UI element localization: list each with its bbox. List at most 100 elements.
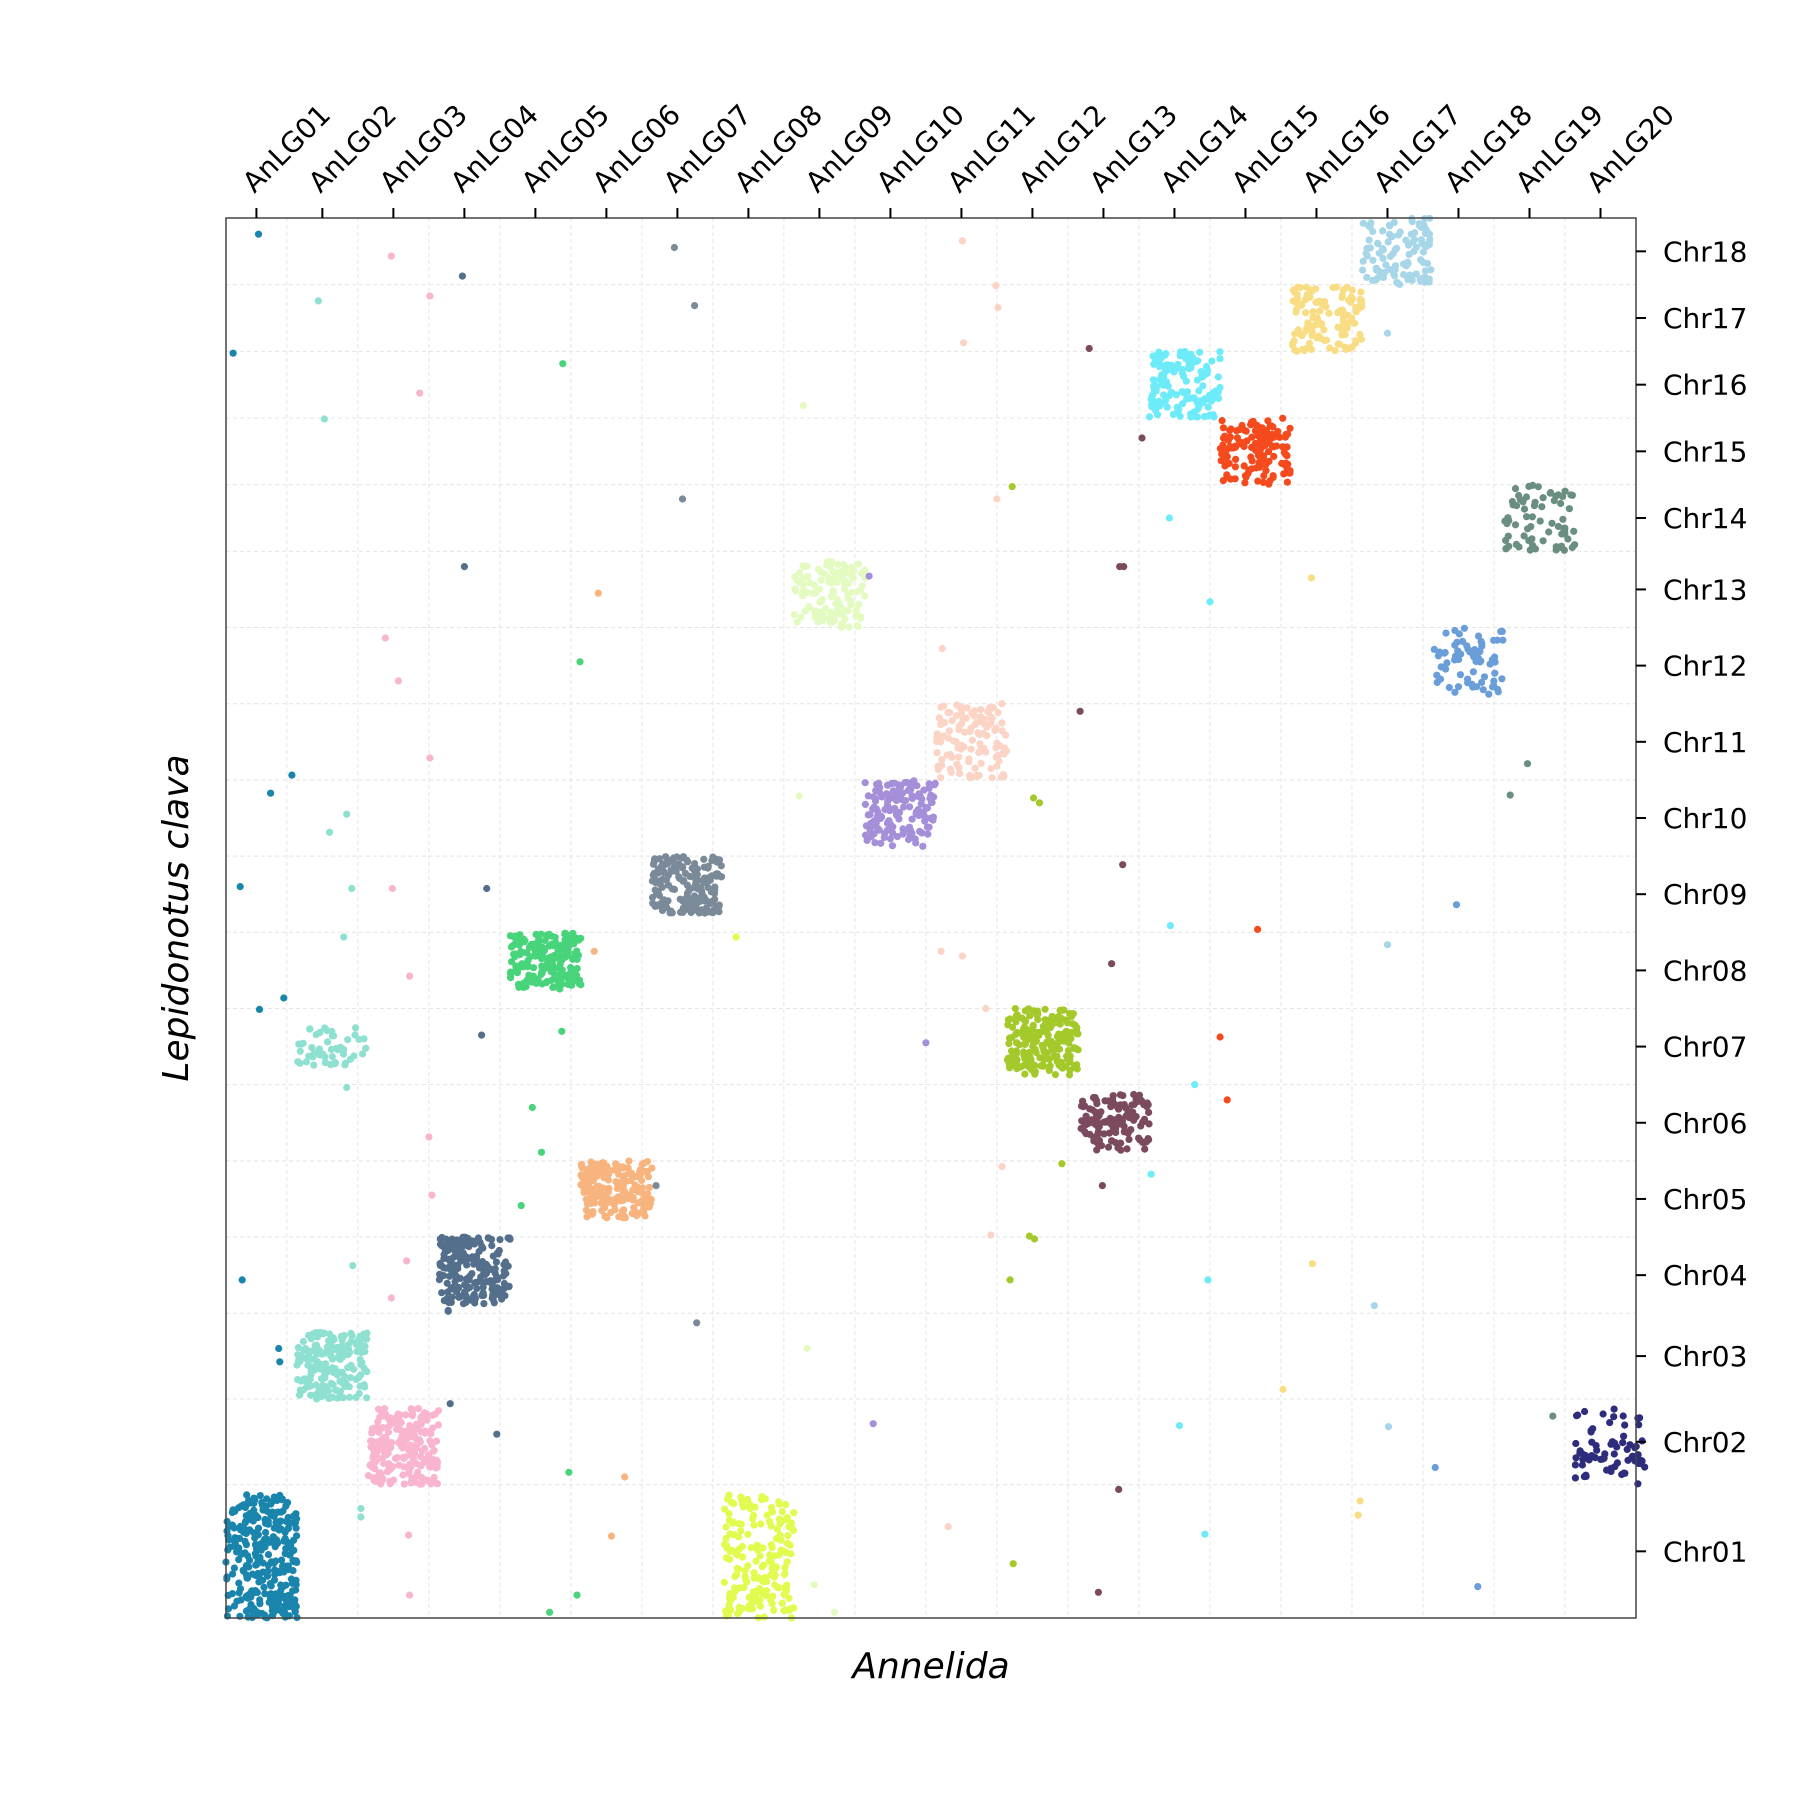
scatter-point [1009, 1059, 1017, 1067]
scatter-point [1145, 413, 1154, 421]
scatter-point [825, 578, 833, 586]
scatter-point [1565, 505, 1573, 513]
scatter-point [479, 1283, 487, 1291]
scatter-point [1201, 1530, 1209, 1538]
scatter-point [697, 887, 706, 895]
scatter-point [708, 872, 716, 880]
scatter-point [307, 1367, 315, 1375]
scatter-point [781, 1564, 789, 1572]
scatter-point [1383, 329, 1392, 337]
scatter-point [1102, 1118, 1110, 1126]
scatter-point [1557, 499, 1565, 508]
scatter-point [1302, 309, 1310, 317]
scatter-point [953, 760, 961, 768]
scatter-point [844, 607, 852, 615]
scatter-point [638, 1167, 646, 1175]
scatter-point [1529, 481, 1537, 489]
scatter-point [704, 864, 712, 872]
scatter-point [1007, 1047, 1016, 1055]
scatter-point [278, 1556, 286, 1564]
y-tick-label: Chr06 [1663, 1107, 1747, 1140]
scatter-point [904, 835, 913, 844]
scatter-point [1128, 1101, 1136, 1109]
scatter-point [395, 1415, 403, 1423]
scatter-point [741, 1567, 749, 1575]
scatter-point [346, 1374, 355, 1382]
scatter-point [613, 1196, 621, 1204]
scatter-point [1452, 901, 1461, 909]
scatter-point [233, 1597, 241, 1605]
scatter-point [982, 1004, 990, 1013]
scatter-point [745, 1593, 753, 1601]
scatter-point [651, 878, 660, 887]
scatter-point [1308, 1260, 1316, 1268]
scatter-point [352, 1024, 360, 1032]
scatter-point [737, 1520, 745, 1528]
scatter-point [254, 230, 263, 238]
y-axis-right: Chr01 Chr02 Chr03 Chr04 Chr05 Chr06 Chr07 Chr08… [1636, 235, 1747, 1568]
scatter-point [1194, 405, 1202, 413]
scatter-point [1276, 433, 1284, 441]
scatter-point [647, 1195, 655, 1203]
scatter-point [292, 1581, 300, 1589]
scatter-point [1548, 519, 1556, 527]
scatter-point [861, 800, 870, 809]
scatter-point [871, 839, 879, 847]
points [222, 214, 1649, 1622]
scatter-point [1043, 1028, 1051, 1037]
scatter-point [387, 1444, 395, 1452]
scatter-point [560, 953, 568, 962]
scatter-point [1390, 218, 1398, 227]
scatter-point [427, 1480, 435, 1488]
scatter-point [1408, 276, 1416, 284]
scatter-point [1095, 1136, 1104, 1145]
scatter-point [538, 969, 546, 978]
scatter-point [1219, 477, 1227, 485]
scatter-point [1359, 219, 1367, 227]
scatter-point [283, 1518, 291, 1526]
scatter-point [773, 1525, 782, 1533]
scatter-point [967, 745, 975, 753]
scatter-point [839, 605, 847, 613]
scatter-point [235, 1544, 243, 1552]
scatter-point [1318, 320, 1326, 328]
scatter-point [1366, 223, 1374, 231]
y-tick-label: Chr15 [1663, 435, 1747, 468]
scatter-point [693, 1319, 701, 1327]
scatter-point [430, 1473, 438, 1482]
scatter-point [1635, 1421, 1643, 1429]
scatter-point [428, 1191, 436, 1199]
scatter-point [782, 1585, 790, 1594]
scatter-point [307, 1382, 315, 1390]
scatter-point [725, 1593, 734, 1601]
scatter-point [522, 982, 530, 991]
scatter-point [1098, 1182, 1106, 1190]
scatter-point [308, 1044, 316, 1052]
scatter-point [1433, 678, 1441, 687]
scatter-point [814, 618, 822, 626]
scatter-point [1032, 1048, 1040, 1057]
scatter-point [926, 814, 935, 822]
scatter-point [778, 1599, 786, 1607]
scatter-point [1588, 1438, 1596, 1446]
scatter-point [862, 831, 870, 839]
scatter-point [1351, 319, 1359, 327]
scatter-point [478, 1031, 486, 1039]
scatter-point [468, 1270, 476, 1278]
scatter-point [1264, 417, 1272, 425]
scatter-point [1108, 1101, 1116, 1109]
scatter-point [975, 749, 983, 757]
scatter-point [1606, 1419, 1614, 1427]
scatter-point [1095, 1122, 1103, 1131]
scatter-point [745, 1605, 753, 1613]
scatter-point [721, 1505, 729, 1513]
scatter-point [242, 1541, 250, 1549]
scatter-point [262, 1518, 270, 1526]
scatter-point [1418, 238, 1426, 246]
scatter-point [729, 1518, 737, 1526]
scatter-point [1334, 340, 1342, 348]
scatter-point [595, 1182, 603, 1190]
scatter-point [304, 1361, 312, 1369]
scatter-point [1304, 319, 1312, 327]
scatter-point [662, 853, 670, 861]
